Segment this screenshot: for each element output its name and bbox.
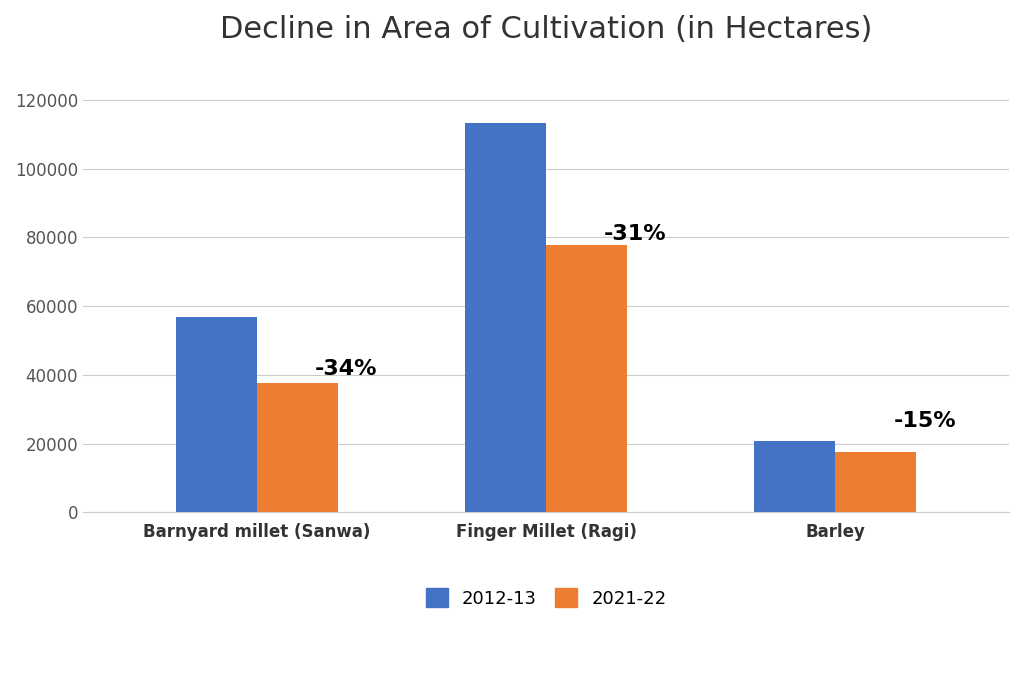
Bar	[836, 452, 916, 512]
Bar	[257, 383, 338, 512]
Bar	[546, 245, 627, 512]
Text: -15%: -15%	[893, 410, 955, 430]
Bar	[176, 317, 257, 512]
Legend: 2012-13, 2021-22: 2012-13, 2021-22	[417, 579, 675, 617]
Bar	[465, 124, 546, 512]
Title: Decline in Area of Cultivation (in Hectares): Decline in Area of Cultivation (in Hecta…	[220, 15, 872, 44]
Bar	[755, 441, 836, 512]
Text: -31%: -31%	[604, 224, 667, 245]
Text: -34%: -34%	[314, 359, 377, 379]
